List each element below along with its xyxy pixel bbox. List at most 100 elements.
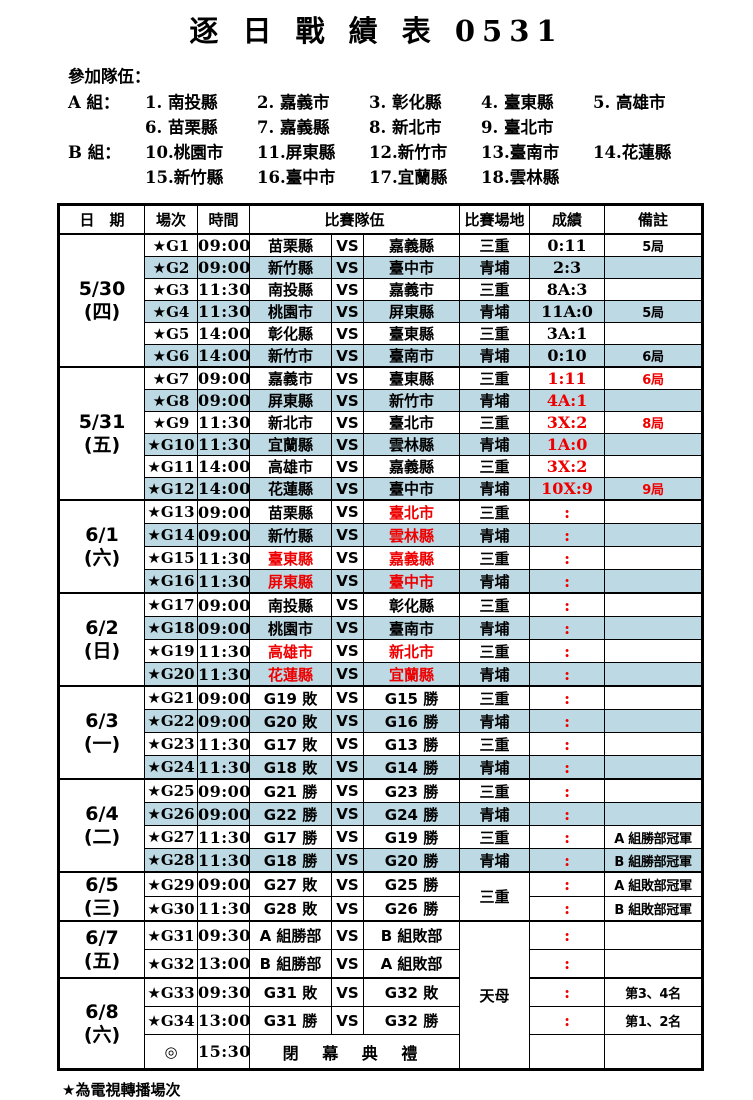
team1-cell: 彰化縣 (249, 322, 332, 345)
team1-cell: 屏東縣 (249, 389, 332, 412)
venue-cell: 三重 (459, 685, 531, 710)
team1-cell: G27 敗 (249, 871, 332, 897)
team2-cell: G19 勝 (362, 825, 461, 849)
note-cell (604, 455, 704, 478)
note-cell (604, 322, 704, 345)
weekday-label: (六) (83, 546, 121, 569)
team2-cell: G26 勝 (362, 896, 461, 922)
team-entry: 6. 苗栗縣 (145, 118, 218, 137)
venue-cell: 青埔 (459, 569, 531, 594)
table-row: 6/4 (二) ★G25 09:00 G21 勝 VS G23 勝三重: (58, 778, 704, 873)
team1-cell: 南投縣 (249, 592, 332, 617)
team-entry: 18.雲林縣 (481, 168, 560, 187)
vs-cell: VS (331, 523, 364, 547)
date-label: 6/5 (85, 873, 119, 896)
team2-cell: B 組敗部 (362, 920, 461, 950)
vs-cell: VS (331, 499, 364, 524)
score-cell: : (529, 1006, 606, 1035)
table-row: ★G3 11:30 南投縣 VS 嘉義市 三重 8A:3 (59, 278, 704, 301)
vs-cell: VS (331, 278, 364, 301)
team2-cell: 彰化縣 (362, 592, 461, 617)
game-cell: ★G22 (144, 709, 198, 733)
time-cell: 09:00 (197, 499, 250, 524)
date-label: 6/2 (85, 616, 119, 639)
table-row: ◎ 15:30 閉 幕 典 禮 (59, 1034, 704, 1070)
game-cell: ★G26 (144, 802, 198, 826)
team1-cell: 高雄市 (249, 639, 332, 663)
vs-cell: VS (331, 433, 364, 456)
game-cell: ★G19 (144, 639, 198, 663)
table-row: ★G19 11:30 高雄市 VS 新北市 三重: (59, 639, 704, 663)
table-row: 6/3 (一) ★G21 09:00 G19 敗 VS G15 勝三重: (58, 685, 704, 780)
table-row: 6/8 (六) ★G33 09:30 G31 敗 VS G32 敗: 第3、4名 (58, 977, 704, 1070)
team1-cell: 新北市 (249, 411, 332, 434)
date-label: 6/7 (85, 926, 119, 949)
note-cell (604, 685, 704, 710)
score-cell: : (529, 709, 606, 733)
note-cell (604, 662, 704, 687)
vs-cell: VS (331, 592, 364, 617)
note-cell: 8局 (604, 411, 704, 434)
date-cell: 5/31 (五) (58, 366, 145, 501)
vs-cell: VS (331, 685, 364, 710)
game-cell: ★G12 (144, 477, 198, 501)
note-cell: 6局 (604, 344, 704, 368)
weekday-label: (三) (83, 896, 121, 919)
team2-cell: 臺中市 (362, 256, 461, 279)
table-row: ★G30 11:30 G28 敗 VS G26 勝:B 組敗部冠軍 (59, 896, 704, 922)
venue-cell: 三重 (459, 825, 531, 849)
game-cell: ★G32 (144, 949, 198, 979)
venue-cell: 三重 (459, 639, 531, 663)
time-cell: 09:00 (197, 523, 250, 547)
team2-cell: 嘉義市 (362, 278, 461, 301)
note-cell: 6局 (604, 366, 704, 390)
score-cell: 3X:2 (529, 455, 606, 478)
team1-cell: G20 敗 (249, 709, 332, 733)
team2-cell: G13 勝 (362, 732, 461, 756)
score-cell: 1:11 (529, 366, 606, 390)
date-cell: 6/7 (五) (58, 920, 145, 979)
game-cell: ★G2 (144, 256, 198, 279)
time-cell: 11:30 (197, 546, 250, 570)
col-header-4: 比賽場地 (459, 204, 531, 235)
team2-cell: 新北市 (362, 639, 461, 663)
team-entry: 16.臺中市 (257, 168, 336, 187)
table-row: ★G11 14:00 高雄市 VS 嘉義縣 三重 3X:2 (59, 455, 704, 478)
game-cell: ★G23 (144, 732, 198, 756)
note-cell (604, 709, 704, 733)
score-cell: : (529, 977, 606, 1007)
team-entry: 4. 臺東縣 (481, 93, 554, 112)
vs-cell: VS (331, 639, 364, 663)
vs-cell: VS (331, 546, 364, 570)
note-cell: A 組勝部冠軍 (604, 825, 704, 849)
col-header-3: 比賽隊伍 (248, 204, 461, 235)
score-cell: : (529, 778, 606, 803)
venue-cell: 三重 (459, 778, 531, 803)
team2-cell: 嘉義縣 (362, 455, 461, 478)
game-cell: ★G16 (144, 569, 198, 594)
venue-cell: 青埔 (459, 662, 531, 687)
game-cell: ★G15 (144, 546, 198, 570)
vs-cell: VS (331, 871, 364, 897)
time-cell: 09:00 (197, 802, 250, 826)
time-cell: 09:00 (197, 709, 250, 733)
score-cell: 0:11 (529, 233, 606, 257)
note-cell (604, 802, 704, 826)
table-row: ★G2 09:00 新竹縣 VS 臺中市 青埔 2:3 (59, 256, 704, 279)
weekday-label: (四) (83, 300, 121, 323)
date-cell: 6/1 (六) (58, 499, 145, 594)
time-cell: 09:00 (197, 233, 250, 257)
venue-cell: 青埔 (459, 755, 531, 780)
time-cell: 14:00 (197, 455, 250, 478)
team1-cell: G17 敗 (249, 732, 332, 756)
participant-group-0: A 組： 1. 南投縣 2. 嘉義市 3. 彰化縣 4. 臺東縣 5. 高雄市 6. 苗栗縣… (68, 90, 753, 140)
time-cell: 14:00 (197, 322, 250, 345)
date-cell: 6/8 (六) (58, 977, 145, 1070)
team1-cell: 臺東縣 (249, 546, 332, 570)
note-cell: 9局 (604, 477, 704, 501)
team1-cell: G18 勝 (249, 848, 332, 873)
game-cell: ★G30 (144, 896, 198, 922)
team1-cell: G18 敗 (249, 755, 332, 780)
score-cell: : (529, 662, 606, 687)
vs-cell: VS (331, 1006, 364, 1035)
